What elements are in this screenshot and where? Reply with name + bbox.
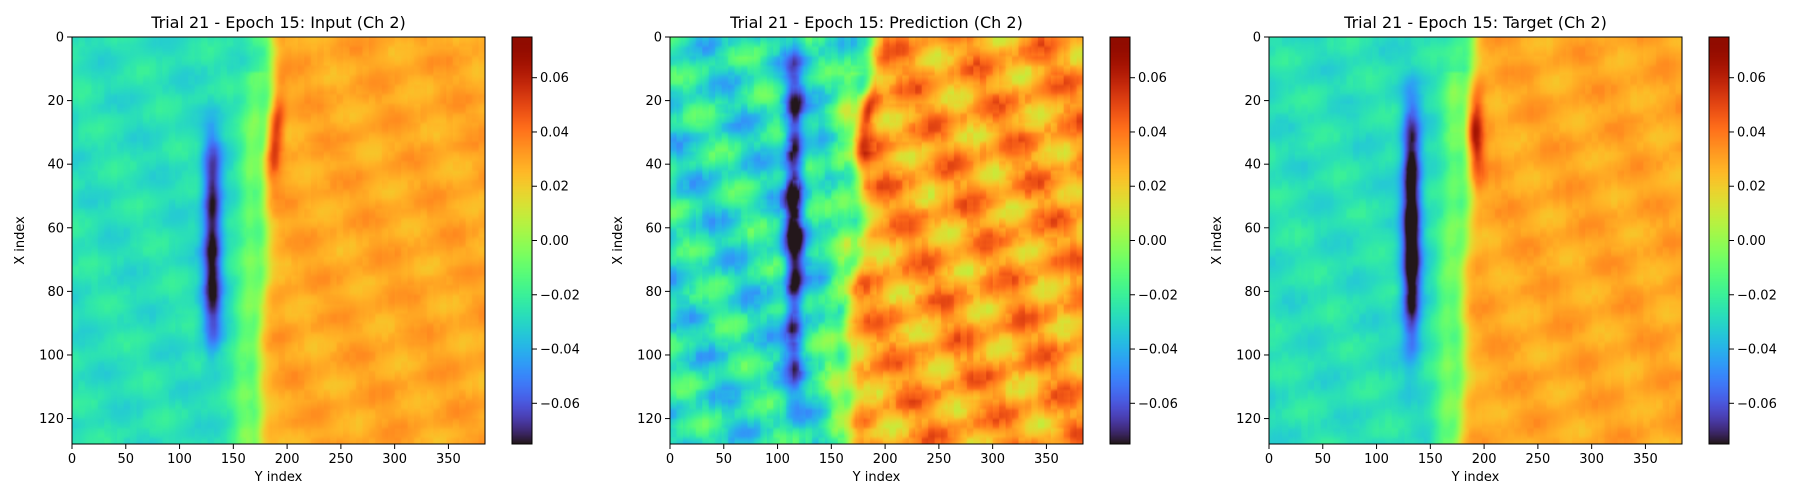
y-tick-label: 120 — [1236, 412, 1261, 427]
colorbar: 0.06 0.04 0.02 0.00 −0.02 −0.04 −0.06 — [1109, 36, 1178, 445]
y-axis-label: X index — [611, 216, 626, 265]
x-tick-label: 350 — [1034, 452, 1059, 467]
plot-frame — [1268, 36, 1683, 445]
x-tick-label: 50 — [716, 452, 733, 467]
plot-frame — [669, 36, 1084, 445]
colorbar-gradient — [1709, 37, 1729, 444]
colorbar-tick-label: −0.04 — [540, 343, 580, 358]
x-tick-label: 250 — [1525, 452, 1550, 467]
y-tick-label: 60 — [47, 221, 64, 236]
y-tick-label: 40 — [645, 158, 662, 173]
y-axis-label: X index — [1210, 216, 1225, 265]
x-tick-label: 250 — [926, 452, 951, 467]
y-axis-label: X index — [13, 216, 28, 265]
heatmap-image — [72, 37, 485, 444]
colorbar-tick-label: −0.02 — [1138, 288, 1178, 303]
x-tick-label: 50 — [118, 452, 135, 467]
x-tick-label: 100 — [167, 452, 192, 467]
y-tick-label: 100 — [637, 348, 662, 363]
heatmap-image — [670, 37, 1083, 444]
y-tick-label: 0 — [1253, 31, 1261, 46]
y-tick-label: 80 — [47, 285, 64, 300]
colorbar-tick-label: −0.04 — [1138, 343, 1178, 358]
x-tick-label: 300 — [382, 452, 407, 467]
y-tick-label: 80 — [1244, 285, 1261, 300]
heatmap-panel-2: Trial 21 - Epoch 15: Prediction (Ch 2) 0 5… — [611, 13, 1178, 485]
x-axis-label: Y index — [1451, 470, 1500, 485]
colorbar-tick-label: −0.06 — [540, 397, 580, 412]
x-tick-label: 0 — [666, 452, 674, 467]
colorbar-tick-label: 0.04 — [1138, 125, 1167, 140]
y-tick-label: 100 — [1236, 348, 1261, 363]
x-tick-label: 350 — [1633, 452, 1658, 467]
colorbar-tick-label: 0.00 — [1138, 234, 1167, 249]
x-tick-label: 350 — [436, 452, 461, 467]
colorbar-tick-label: 0.02 — [1737, 180, 1766, 195]
heatmap-image — [1269, 37, 1682, 444]
x-tick-label: 100 — [765, 452, 790, 467]
x-axis-label: Y index — [852, 470, 901, 485]
colorbar-tick-label: 0.06 — [1138, 71, 1167, 86]
x-tick-label: 300 — [980, 452, 1005, 467]
y-tick-label: 80 — [645, 285, 662, 300]
x-tick-label: 150 — [1418, 452, 1443, 467]
plot-frame — [71, 36, 486, 445]
x-tick-label: 150 — [221, 452, 246, 467]
heatmap-panel-1: Trial 21 - Epoch 15: Input (Ch 2) 0 50 100 1… — [13, 13, 580, 485]
y-tick-label: 0 — [654, 31, 662, 46]
colorbar-tick-label: 0.02 — [540, 180, 569, 195]
x-tick-label: 50 — [1315, 452, 1332, 467]
colorbar-tick-label: −0.02 — [1737, 288, 1777, 303]
chart-title: Trial 21 - Epoch 15: Prediction (Ch 2) — [729, 13, 1023, 32]
y-tick-label: 120 — [39, 412, 64, 427]
colorbar-gradient — [1110, 37, 1130, 444]
colorbar-tick-label: 0.06 — [540, 71, 569, 86]
x-tick-label: 150 — [819, 452, 844, 467]
colorbar-tick-label: 0.00 — [540, 234, 569, 249]
x-tick-label: 200 — [275, 452, 300, 467]
colorbar: 0.06 0.04 0.02 0.00 −0.02 −0.04 −0.06 — [511, 36, 580, 445]
colorbar-tick-label: −0.06 — [1737, 397, 1777, 412]
colorbar-tick-label: 0.06 — [1737, 71, 1766, 86]
y-tick-label: 0 — [56, 31, 64, 46]
y-tick-label: 40 — [1244, 158, 1261, 173]
x-axis-label: Y index — [254, 470, 303, 485]
y-tick-label: 20 — [645, 94, 662, 109]
chart-title: Trial 21 - Epoch 15: Input (Ch 2) — [150, 13, 406, 32]
x-tick-label: 250 — [328, 452, 353, 467]
colorbar-tick-label: −0.04 — [1737, 343, 1777, 358]
x-tick-label: 0 — [1265, 452, 1273, 467]
x-tick-label: 100 — [1364, 452, 1389, 467]
x-tick-label: 200 — [873, 452, 898, 467]
y-tick-label: 100 — [39, 348, 64, 363]
chart-title: Trial 21 - Epoch 15: Target (Ch 2) — [1343, 13, 1607, 32]
x-tick-label: 300 — [1579, 452, 1604, 467]
heatmap-panel-3: Trial 21 - Epoch 15: Target (Ch 2) 0 50 100… — [1210, 13, 1777, 485]
colorbar-tick-label: 0.02 — [1138, 180, 1167, 195]
colorbar-tick-label: −0.06 — [1138, 397, 1178, 412]
y-tick-label: 60 — [645, 221, 662, 236]
colorbar-tick-label: 0.04 — [540, 125, 569, 140]
y-tick-label: 20 — [1244, 94, 1261, 109]
x-tick-label: 200 — [1472, 452, 1497, 467]
colorbar-gradient — [512, 37, 532, 444]
colorbar-tick-label: 0.04 — [1737, 125, 1766, 140]
colorbar: 0.06 0.04 0.02 0.00 −0.02 −0.04 −0.06 — [1708, 36, 1777, 445]
y-tick-label: 60 — [1244, 221, 1261, 236]
colorbar-tick-label: −0.02 — [540, 288, 580, 303]
x-tick-label: 0 — [68, 452, 76, 467]
y-tick-label: 120 — [637, 412, 662, 427]
y-tick-label: 20 — [47, 94, 64, 109]
y-tick-label: 40 — [47, 158, 64, 173]
colorbar-tick-label: 0.00 — [1737, 234, 1766, 249]
